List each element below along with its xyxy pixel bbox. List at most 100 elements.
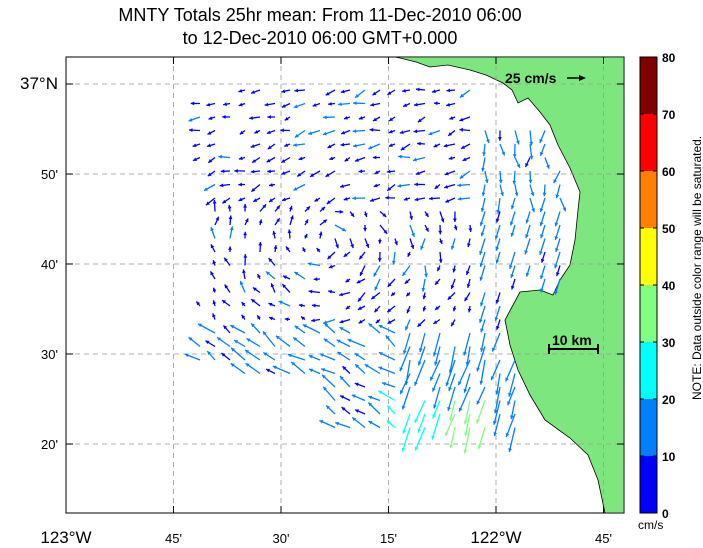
current-vector	[268, 197, 276, 203]
current-vector	[363, 224, 367, 232]
current-vector	[285, 246, 291, 253]
current-vector	[433, 386, 441, 409]
current-vector	[254, 129, 261, 134]
current-vector	[267, 143, 276, 150]
current-vector	[457, 196, 471, 201]
current-vector	[555, 184, 561, 199]
current-vector	[293, 183, 306, 191]
current-vector	[433, 143, 441, 148]
x-tick-label: 45'	[595, 531, 612, 546]
current-vector	[206, 143, 216, 148]
current-vector	[287, 353, 306, 361]
current-vector	[192, 143, 201, 148]
current-vector	[484, 130, 490, 144]
current-vector	[329, 156, 336, 161]
current-vector	[445, 197, 456, 203]
current-vector	[319, 353, 336, 361]
current-vector	[463, 332, 471, 356]
current-vector	[327, 143, 336, 149]
current-vector	[338, 291, 351, 297]
current-vector	[249, 116, 261, 120]
current-vector	[445, 359, 456, 387]
current-vector	[210, 226, 216, 239]
current-vector	[252, 197, 261, 203]
current-vector	[312, 102, 321, 107]
current-vector	[268, 316, 276, 321]
current-vector	[327, 251, 336, 260]
current-vector	[354, 352, 366, 361]
current-vector	[495, 251, 501, 264]
current-vector	[484, 170, 489, 184]
y-axis-labels: 37°N 50' 40' 30' 20'	[20, 74, 58, 452]
current-vector	[524, 157, 531, 168]
current-vector	[510, 224, 516, 237]
current-vector	[553, 170, 561, 184]
current-vector	[446, 102, 456, 107]
current-vectors	[184, 87, 567, 454]
current-vector	[457, 183, 471, 188]
current-vector	[325, 170, 336, 178]
current-vector	[495, 211, 501, 223]
colorbar-segment	[640, 456, 657, 513]
current-vector	[450, 319, 456, 327]
current-vector	[284, 317, 291, 322]
current-vector	[476, 346, 486, 372]
current-vector	[336, 351, 351, 361]
current-vector	[357, 292, 366, 302]
current-vector	[529, 130, 534, 146]
current-vector	[447, 386, 456, 411]
current-vector	[397, 183, 411, 188]
current-vector	[321, 374, 336, 388]
current-vector	[206, 350, 216, 361]
current-vector	[210, 244, 216, 253]
current-vector	[509, 211, 516, 226]
current-vector	[349, 238, 354, 249]
current-vector	[479, 359, 486, 385]
current-vector	[415, 87, 426, 92]
current-vector	[328, 101, 336, 106]
current-vector	[319, 219, 328, 226]
current-vector	[294, 88, 306, 93]
current-vector	[431, 413, 441, 440]
current-vector	[414, 197, 426, 202]
current-vector	[354, 156, 366, 162]
current-vector	[250, 183, 261, 193]
current-vector	[214, 216, 220, 226]
current-vector	[319, 419, 336, 429]
current-vector	[268, 183, 276, 187]
current-vector	[449, 116, 456, 120]
colorbar-unit: cm/s	[638, 518, 664, 532]
current-vector	[289, 215, 294, 226]
x-tick-label: 122°W	[470, 528, 521, 547]
current-vector	[354, 382, 366, 388]
current-vector	[479, 251, 486, 268]
current-vector	[497, 130, 502, 141]
current-vector	[496, 197, 501, 214]
current-vector	[464, 292, 471, 302]
current-vector	[302, 247, 307, 253]
current-vector	[351, 416, 366, 429]
current-vector	[278, 300, 291, 307]
current-vector	[429, 359, 441, 381]
current-vector	[270, 283, 276, 293]
current-vector	[479, 211, 486, 227]
current-vector	[230, 324, 246, 334]
current-vector	[417, 116, 426, 123]
current-vector	[432, 332, 441, 357]
current-vector	[554, 224, 561, 241]
current-vector	[219, 183, 231, 188]
current-vector	[540, 278, 546, 293]
current-vector	[386, 169, 396, 174]
current-vector	[446, 88, 456, 93]
current-vector	[268, 257, 276, 266]
current-vector	[368, 143, 381, 150]
current-vector	[218, 154, 231, 159]
current-vector	[398, 154, 411, 159]
current-vector	[491, 332, 501, 352]
current-vector	[390, 292, 396, 297]
current-vector	[243, 204, 247, 212]
x-tick-label: 45'	[165, 531, 182, 546]
current-vector	[476, 400, 486, 424]
current-vector	[432, 318, 441, 325]
current-vector	[404, 359, 411, 386]
